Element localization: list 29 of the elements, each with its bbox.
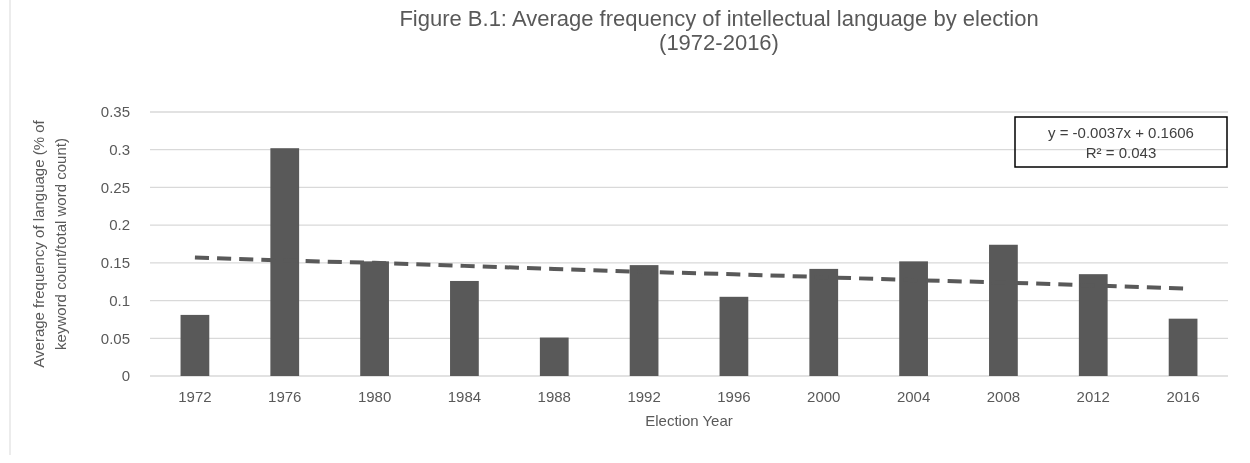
bar xyxy=(719,296,749,376)
x-tick-label: 2012 xyxy=(1076,388,1110,405)
x-axis-title: Election Year xyxy=(645,412,733,429)
y-tick-label: 0.35 xyxy=(100,103,130,121)
x-tick-label: 2000 xyxy=(807,388,841,405)
x-tick-label: 1996 xyxy=(717,388,751,405)
bar xyxy=(539,337,569,376)
x-tick-label: 1992 xyxy=(627,388,661,405)
bar xyxy=(1168,318,1198,376)
x-tick-label: 1972 xyxy=(178,388,212,405)
x-tick-label: 2008 xyxy=(986,388,1021,405)
x-tick-label: 1976 xyxy=(268,388,302,405)
annotation: y = -0.0037x + 0.1606 R² = 0.043 xyxy=(1048,124,1194,161)
y-tick-label: 0.2 xyxy=(109,216,130,234)
y-axis-title: Average frequency of language (% of keyword count/total word count) xyxy=(30,119,69,368)
x-tick-label: 2016 xyxy=(1166,388,1200,405)
x-tick-label: 1984 xyxy=(447,388,482,405)
y-tick-label: 0.15 xyxy=(100,254,130,272)
y-tick-label: 0.25 xyxy=(100,178,130,196)
x-tick-label: 2004 xyxy=(896,388,931,405)
y-tick-label: 0.3 xyxy=(109,140,130,158)
y-tick-label: 0.1 xyxy=(109,291,130,309)
y-tick-label: 0.05 xyxy=(100,329,130,347)
bar xyxy=(180,314,210,376)
bar xyxy=(450,280,479,376)
chart-title: Figure B.1: Average frequency of intellectual language by election (1972-2016) xyxy=(399,6,1039,55)
x-tick-label: 1988 xyxy=(537,388,571,405)
x-tick-label: 1980 xyxy=(357,388,392,405)
y-tick-label: 0 xyxy=(121,367,130,385)
